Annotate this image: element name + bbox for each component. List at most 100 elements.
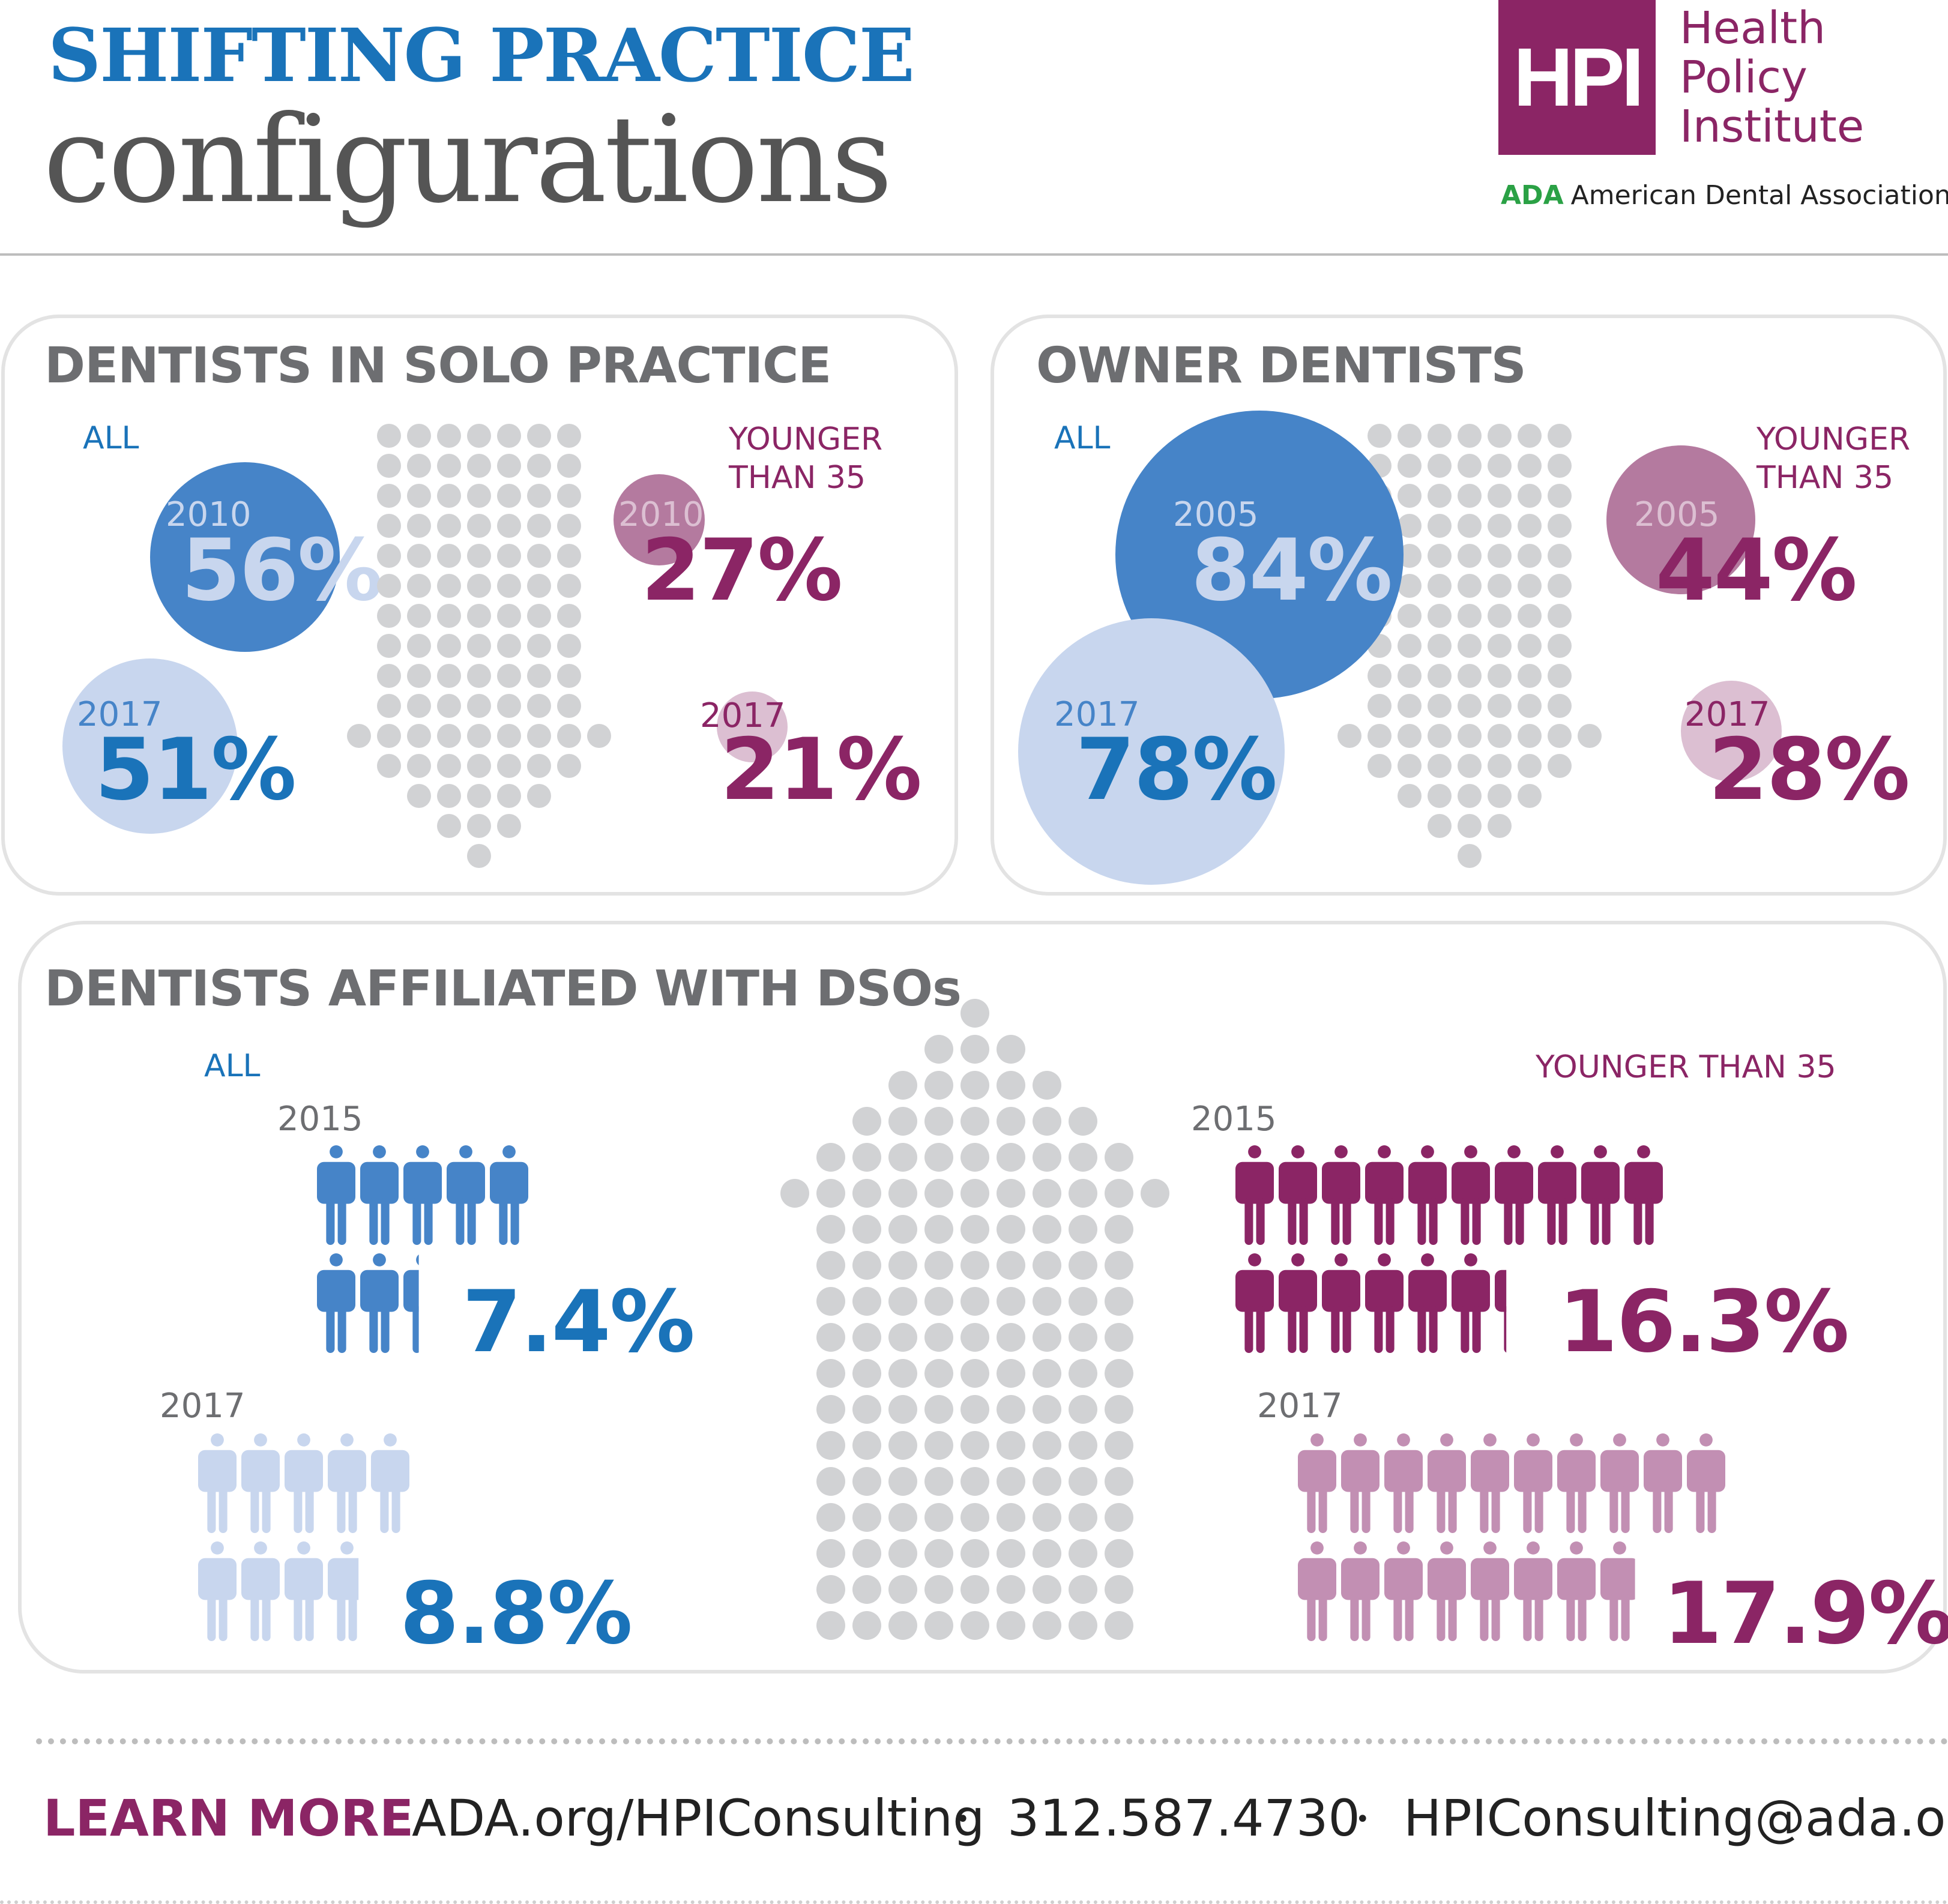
arrow-dot bbox=[1458, 544, 1482, 568]
arrow-dot bbox=[1368, 694, 1392, 718]
arrow-dot bbox=[1548, 514, 1572, 538]
arrow-dot bbox=[1518, 754, 1542, 778]
arrow-dot bbox=[852, 1395, 881, 1424]
person-icon bbox=[1495, 1145, 1533, 1245]
arrow-dot bbox=[557, 634, 581, 658]
arrow-dot bbox=[888, 1539, 917, 1568]
arrow-dot bbox=[1458, 754, 1482, 778]
arrow-dot bbox=[960, 1143, 989, 1172]
arrow-dot bbox=[557, 484, 581, 508]
owner-all-2017-year: 2017 bbox=[1054, 695, 1140, 734]
arrow-dot bbox=[1548, 544, 1572, 568]
arrow-dot bbox=[1488, 664, 1512, 688]
arrow-dot bbox=[1458, 634, 1482, 658]
arrow-dot bbox=[1398, 424, 1422, 448]
arrow-dot bbox=[527, 634, 551, 658]
arrow-dot bbox=[1069, 1467, 1097, 1496]
arrow-dot bbox=[437, 754, 461, 778]
dso-panel-title: DENTISTS AFFILIATED WITH DSOs bbox=[44, 960, 962, 1017]
arrow-dot bbox=[1069, 1575, 1097, 1604]
arrow-dot bbox=[1428, 664, 1452, 688]
arrow-dot bbox=[1488, 514, 1512, 538]
arrow-dot bbox=[557, 424, 581, 448]
arrow-dot bbox=[1398, 694, 1422, 718]
footer-separator-2: • bbox=[1355, 1806, 1370, 1833]
arrow-dot bbox=[1428, 694, 1452, 718]
arrow-dot bbox=[924, 1467, 953, 1496]
arrow-dot bbox=[997, 1323, 1025, 1352]
arrow-dot bbox=[852, 1359, 881, 1388]
person-icon bbox=[1428, 1433, 1466, 1533]
arrow-dot bbox=[960, 1611, 989, 1640]
arrow-dot bbox=[852, 1251, 881, 1280]
arrow-dot bbox=[1548, 574, 1572, 598]
person-icon bbox=[241, 1541, 280, 1641]
arrow-dot bbox=[467, 724, 491, 748]
arrow-dot bbox=[816, 1323, 845, 1352]
arrow-dot bbox=[1398, 604, 1422, 628]
arrow-dot bbox=[1033, 1611, 1061, 1640]
person-icon bbox=[1384, 1433, 1423, 1533]
footer-url-link[interactable]: ADA.org/HPIConsulting bbox=[412, 1789, 985, 1848]
solo-all-2010-year: 2010 bbox=[166, 495, 252, 534]
arrow-dot bbox=[467, 634, 491, 658]
arrow-dot bbox=[1458, 574, 1482, 598]
arrow-dot bbox=[497, 424, 521, 448]
arrow-dot bbox=[377, 484, 401, 508]
arrow-dot bbox=[497, 634, 521, 658]
arrow-dot bbox=[960, 1035, 989, 1064]
person-icon bbox=[403, 1255, 419, 1353]
arrow-dot bbox=[1398, 724, 1422, 748]
logo-name-line-1: Health bbox=[1680, 2, 1826, 54]
arrow-dot bbox=[1548, 754, 1572, 778]
arrow-dot bbox=[924, 1359, 953, 1388]
arrow-dot bbox=[924, 1035, 953, 1064]
arrow-dot bbox=[997, 1395, 1025, 1424]
arrow-dot bbox=[407, 754, 431, 778]
arrow-dot bbox=[852, 1575, 881, 1604]
arrow-dot bbox=[1488, 574, 1512, 598]
person-icon bbox=[285, 1433, 323, 1533]
arrow-dot bbox=[852, 1467, 881, 1496]
arrow-dot bbox=[1488, 814, 1512, 838]
arrow-dot bbox=[924, 1143, 953, 1172]
footer-phone[interactable]: 312.587.4730 bbox=[1007, 1789, 1360, 1848]
arrow-dot bbox=[1033, 1287, 1061, 1316]
arrow-dot bbox=[1458, 724, 1482, 748]
arrow-dot bbox=[816, 1611, 845, 1640]
arrow-dot bbox=[997, 1467, 1025, 1496]
arrow-dot bbox=[816, 1467, 845, 1496]
solo-all-2010-circle bbox=[150, 462, 340, 652]
arrow-dot bbox=[1488, 754, 1512, 778]
arrow-dot bbox=[527, 574, 551, 598]
arrow-dot bbox=[407, 664, 431, 688]
arrow-dot bbox=[1033, 1359, 1061, 1388]
arrow-dot bbox=[467, 544, 491, 568]
arrow-dot bbox=[527, 664, 551, 688]
arrow-dot bbox=[557, 664, 581, 688]
arrow-dot bbox=[467, 514, 491, 538]
arrow-dot bbox=[924, 1611, 953, 1640]
arrow-dot bbox=[377, 664, 401, 688]
arrow-dot bbox=[527, 454, 551, 478]
dso-young-2015-pct: 16.3% bbox=[1558, 1273, 1850, 1372]
arrow-dot bbox=[1141, 1179, 1169, 1208]
arrow-dot bbox=[377, 754, 401, 778]
arrow-dot bbox=[924, 1431, 953, 1460]
arrow-dot bbox=[437, 694, 461, 718]
arrow-dot bbox=[1428, 484, 1452, 508]
arrow-dot bbox=[960, 1215, 989, 1244]
arrow-dot bbox=[377, 724, 401, 748]
footer-email-link[interactable]: HPIConsulting@ada.org bbox=[1404, 1789, 1948, 1848]
arrow-dot bbox=[497, 604, 521, 628]
arrow-dot bbox=[1458, 694, 1482, 718]
arrow-dot bbox=[437, 604, 461, 628]
person-icon bbox=[1235, 1253, 1274, 1353]
arrow-dot bbox=[1488, 454, 1512, 478]
person-icon bbox=[1322, 1145, 1360, 1245]
arrow-dot bbox=[527, 604, 551, 628]
arrow-dot bbox=[1488, 724, 1512, 748]
person-icon bbox=[285, 1541, 323, 1641]
arrow-dot bbox=[1518, 784, 1542, 808]
arrow-dot bbox=[924, 1251, 953, 1280]
